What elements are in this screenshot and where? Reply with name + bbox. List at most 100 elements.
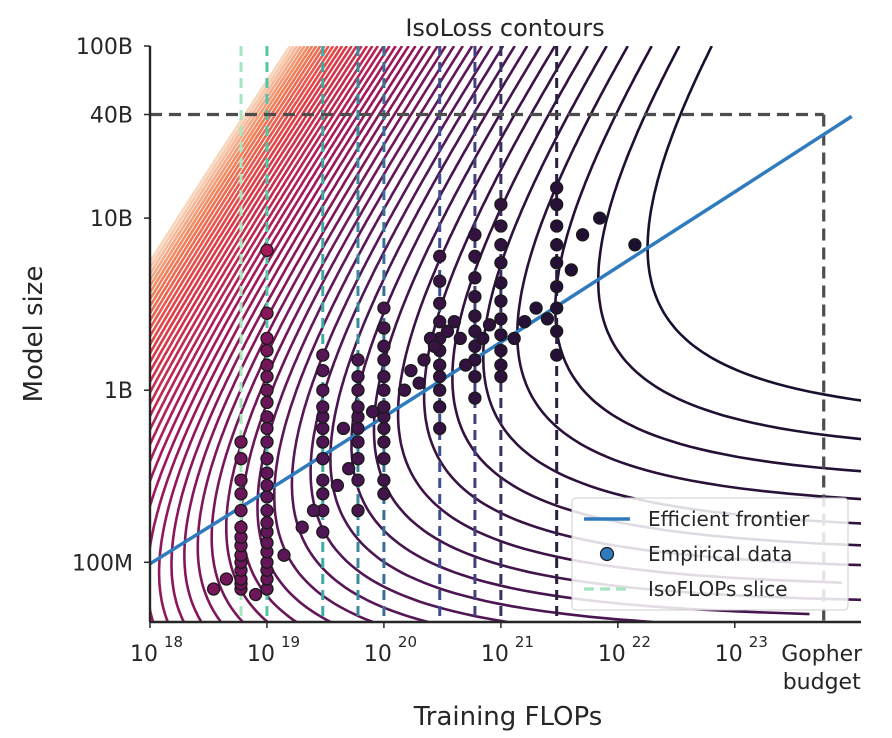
isoloss-contour-25: [150, 46, 391, 465]
isoloss-contour-27: [150, 46, 379, 433]
empirical-point-117: [277, 548, 291, 562]
isoloss-contour-13: [273, 46, 484, 622]
empirical-point-138: [529, 301, 543, 315]
x-tick-exponent-4: 22: [632, 633, 651, 651]
empirical-point-129: [427, 339, 442, 353]
empirical-point-24: [260, 478, 274, 493]
empirical-point-112: [550, 197, 564, 212]
isoloss-contour-38: [150, 46, 326, 324]
isoloss-contour-4: [482, 46, 861, 525]
legend-isoflops-label: IsoFLOPs slice: [648, 577, 788, 601]
empirical-point-62: [377, 452, 391, 466]
empirical-point-134: [476, 331, 490, 346]
empirical-point-104: [494, 197, 508, 212]
isoloss-contour-23: [150, 46, 404, 511]
empirical-point-59: [351, 353, 365, 367]
isoloss-contour-40: [150, 46, 318, 309]
empirical-point-114: [206, 582, 221, 596]
legend-empirical-label: Empirical data: [648, 542, 792, 566]
empirical-point-82: [433, 274, 447, 288]
y-axis-title: Model size: [19, 266, 49, 403]
empirical-point-72: [377, 301, 391, 315]
empirical-point-130: [440, 324, 455, 338]
isoloss-contour-0: [646, 46, 861, 402]
isoloss-contour-8: [372, 46, 861, 602]
isoloss-contour-46: [150, 46, 295, 271]
isoloss-contour-14: [256, 46, 474, 622]
empirical-point-106: [550, 324, 564, 338]
empirical-point-12: [234, 452, 248, 466]
empirical-point-47: [316, 383, 330, 397]
empirical-point-118: [295, 520, 309, 534]
isoloss-contour-35: [150, 46, 339, 348]
x-tick-label-0: 10: [130, 642, 158, 667]
empirical-point-73: [433, 421, 447, 436]
empirical-point-126: [412, 376, 426, 390]
empirical-point-124: [397, 383, 412, 397]
empirical-point-48: [316, 363, 330, 378]
empirical-point-93: [468, 228, 482, 242]
empirical-point-22: [260, 503, 274, 518]
empirical-point-80: [433, 315, 447, 329]
empirical-point-68: [377, 369, 391, 384]
empirical-point-29: [260, 410, 274, 424]
y-tick-label-2: 10B: [90, 207, 133, 232]
empirical-point-91: [468, 271, 482, 285]
empirical-point-141: [575, 228, 590, 242]
x-tick-label-3: 10: [481, 642, 509, 667]
empirical-point-25: [260, 466, 274, 480]
isoloss-contour-9: [350, 46, 810, 616]
empirical-point-111: [550, 219, 564, 233]
empirical-point-121: [342, 462, 356, 476]
isoloss-contour-5: [451, 46, 861, 547]
empirical-point-85: [468, 369, 482, 384]
isoloss-contour-29: [150, 46, 369, 407]
isoloss-contour-16: [225, 46, 456, 622]
empirical-point-56: [351, 400, 365, 414]
isoloss-contour-45: [150, 46, 299, 277]
legend-frontier-label: Efficient frontier: [648, 507, 810, 531]
x-tick-exponent-5: 23: [749, 633, 768, 651]
y-tick-label-3: 40B: [90, 103, 133, 128]
empirical-point-66: [377, 400, 391, 414]
empirical-point-98: [494, 312, 508, 326]
empirical-point-52: [351, 452, 365, 466]
empirical-point-30: [260, 395, 274, 410]
empirical-point-135: [482, 318, 497, 332]
empirical-point-77: [433, 358, 447, 372]
empirical-point-8: [234, 520, 248, 534]
empirical-point-36: [260, 306, 274, 320]
empirical-point-38: [316, 525, 330, 539]
empirical-point-11: [234, 473, 248, 487]
axes: [148, 46, 861, 624]
empirical-point-100: [494, 276, 508, 290]
y-tick-label-1: 1B: [104, 379, 133, 404]
empirical-point-54: [351, 421, 365, 436]
empirical-point-102: [494, 238, 508, 252]
x-tick-label-1: 10: [247, 642, 275, 667]
empirical-point-95: [494, 358, 508, 372]
empirical-point-70: [377, 339, 391, 353]
empirical-point-123: [365, 405, 380, 419]
empirical-point-105: [550, 348, 564, 362]
empirical-point-90: [468, 289, 482, 304]
empirical-point-140: [564, 263, 578, 277]
isoloss-contour-47: [150, 46, 292, 265]
isoloss-contour-20: [170, 46, 424, 622]
isoloss-contour-41: [150, 46, 314, 302]
empirical-point-110: [550, 238, 564, 252]
empirical-point-57: [351, 383, 365, 397]
empirical-point-81: [433, 296, 447, 310]
empirical-point-96: [494, 343, 508, 358]
empirical-point-115: [219, 572, 234, 586]
y-tick-labels: 100M 1B 10B 40B 100B: [72, 35, 150, 576]
empirical-point-53: [351, 435, 365, 449]
empirical-point-137: [518, 315, 532, 329]
empirical-point-31: [260, 383, 274, 397]
gopher-tick-label-line2: budget: [783, 670, 861, 695]
empirical-point-136: [507, 331, 521, 346]
empirical-point-46: [316, 400, 330, 414]
empirical-point-27: [260, 435, 274, 449]
x-tick-exponent-1: 19: [281, 633, 300, 651]
